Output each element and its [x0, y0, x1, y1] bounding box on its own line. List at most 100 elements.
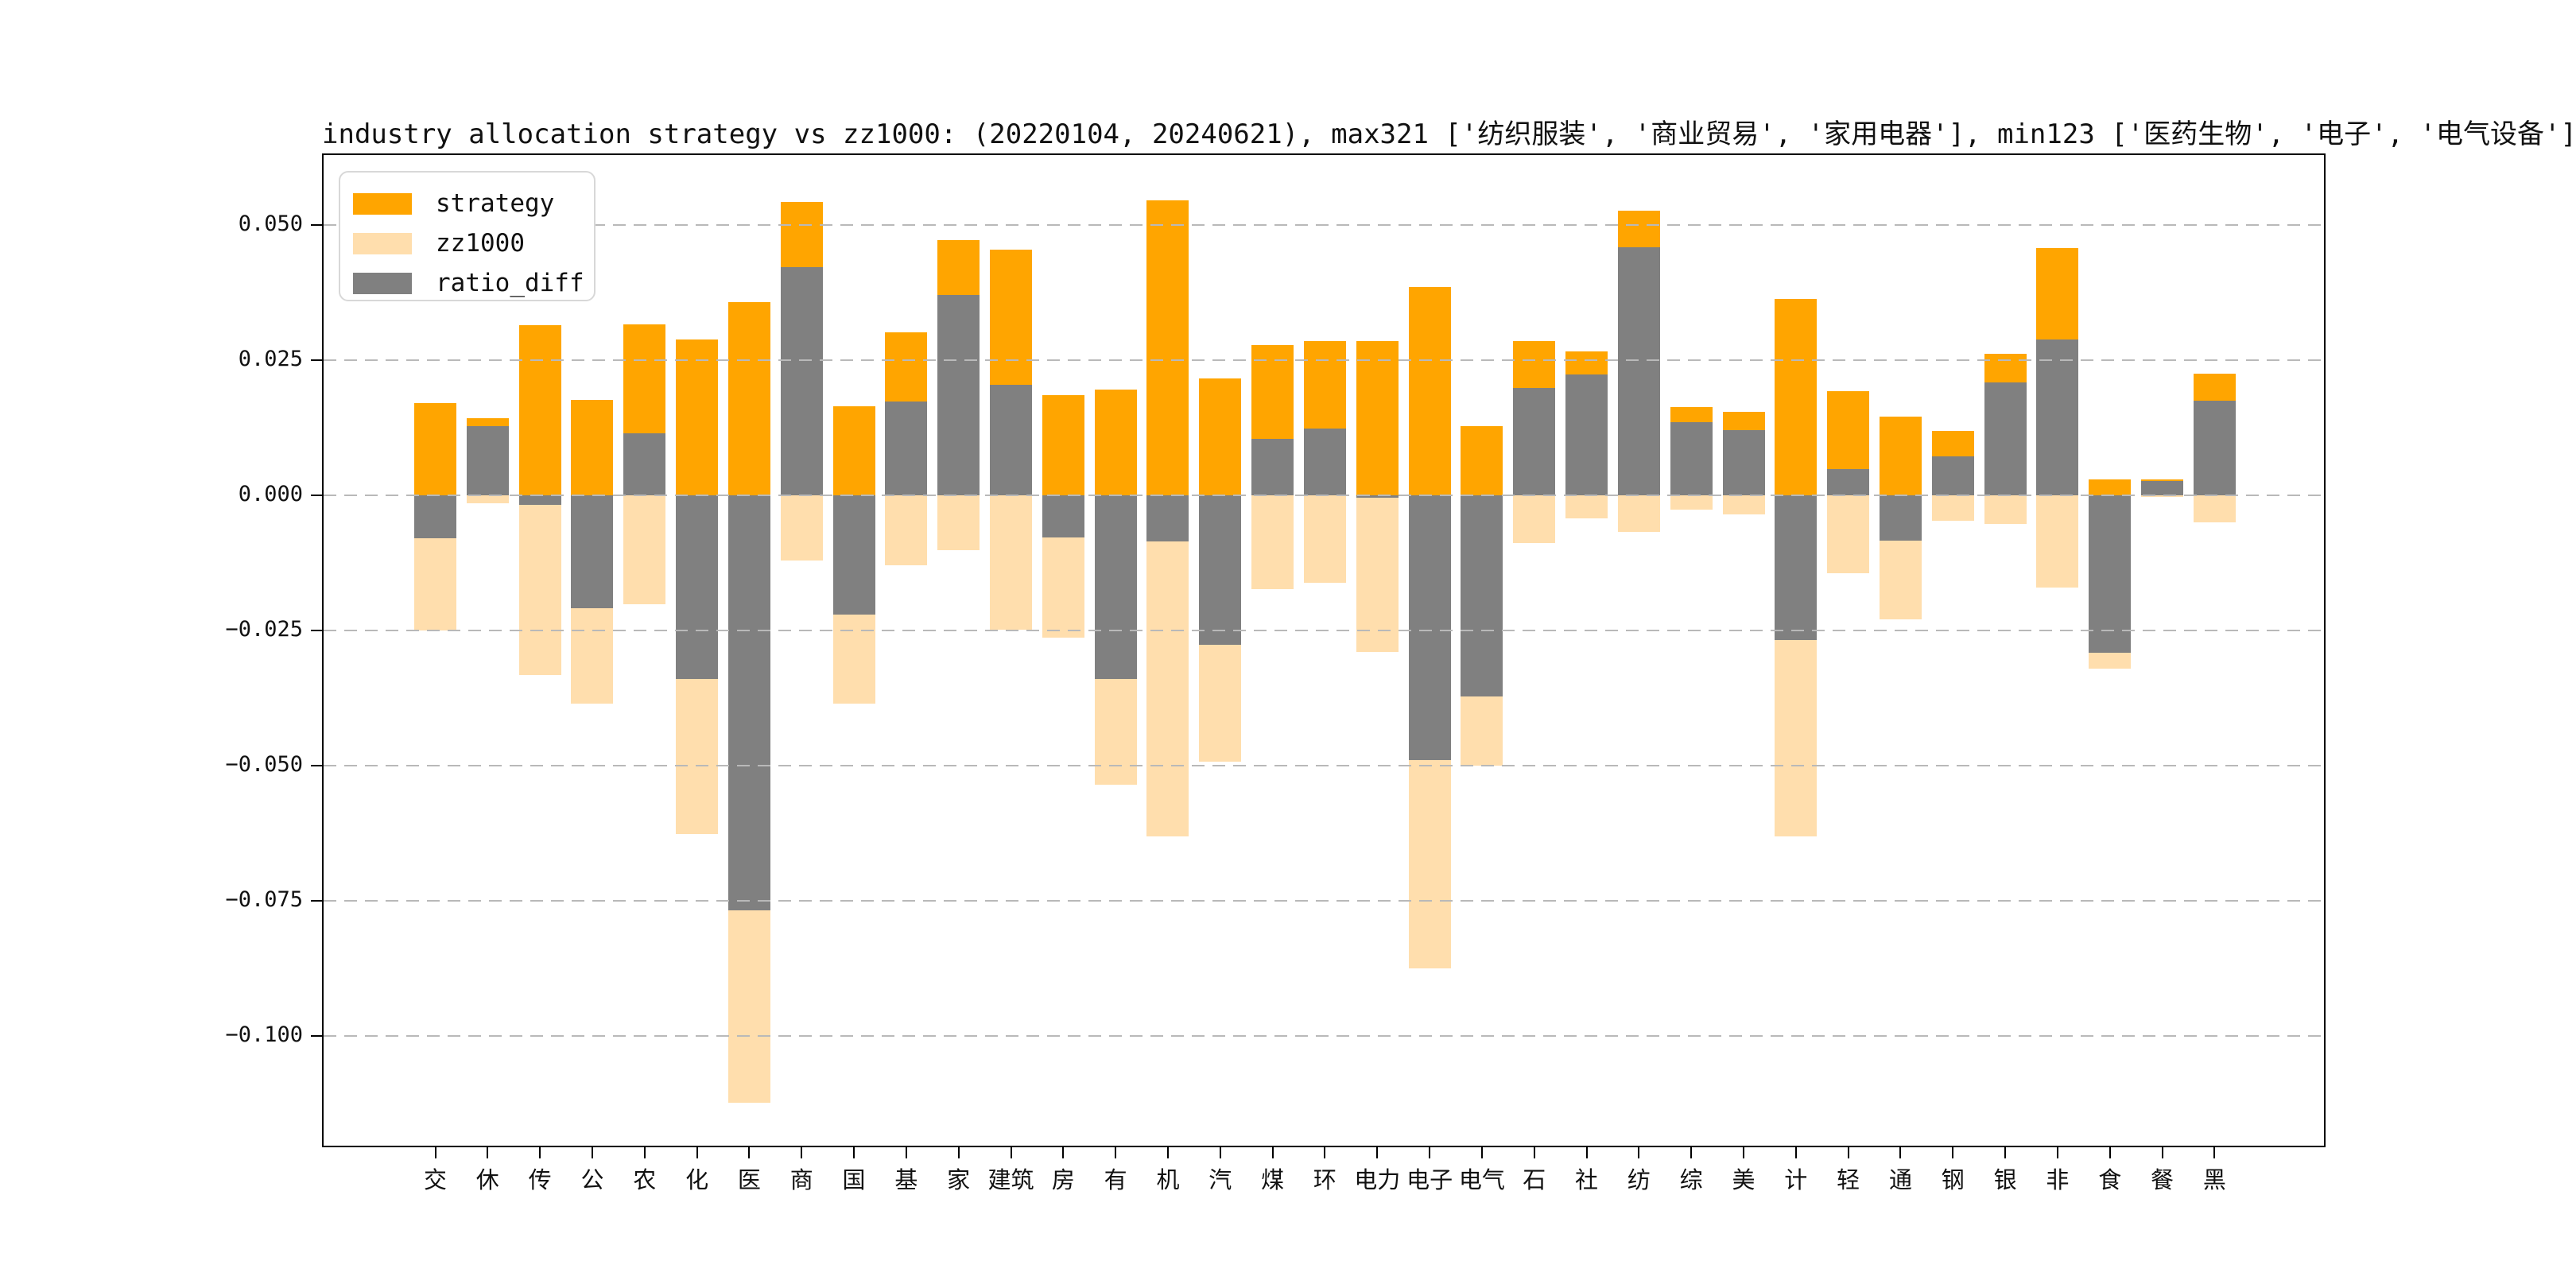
- x-axis-tick: [1219, 1147, 1221, 1158]
- bar-ratio_diff-社: [1565, 374, 1608, 495]
- x-tick-label: 通: [1888, 1166, 1912, 1193]
- bar-zz1000-黑: [2193, 495, 2236, 522]
- bar-ratio_diff-通: [1879, 495, 1922, 541]
- bar-zz1000-餐: [2141, 495, 2184, 498]
- x-tick-label: 农: [633, 1166, 657, 1193]
- x-tick-label: 房: [1051, 1166, 1075, 1193]
- x-tick-label: 基: [894, 1166, 918, 1193]
- bar-ratio_diff-公: [571, 495, 614, 609]
- bar-ratio_diff-计: [1775, 495, 1818, 641]
- x-axis-tick: [2161, 1147, 2163, 1158]
- x-tick-label: 银: [1993, 1166, 2017, 1193]
- y-tick-label: 0.050: [238, 211, 303, 236]
- bar-ratio_diff-银: [1984, 382, 2027, 495]
- y-tick-label: 0.025: [238, 347, 303, 371]
- x-axis-tick: [696, 1147, 698, 1158]
- bar-zz1000-石: [1513, 495, 1556, 543]
- x-axis-tick: [1585, 1147, 1588, 1158]
- x-tick-label: 机: [1156, 1166, 1180, 1193]
- x-axis-tick: [1952, 1147, 1954, 1158]
- x-axis-tick: [1690, 1147, 1693, 1158]
- x-tick-label: 电力: [1354, 1166, 1401, 1193]
- bar-ratio_diff-医: [727, 495, 770, 910]
- bar-zz1000-环: [1303, 495, 1346, 584]
- bar-ratio_diff-纺: [1617, 246, 1660, 495]
- bar-zz1000-社: [1565, 495, 1608, 518]
- bar-strategy-国: [832, 406, 875, 495]
- bar-ratio_diff-汽: [1199, 495, 1242, 646]
- bar-ratio_diff-家: [937, 295, 980, 495]
- x-axis-tick: [2109, 1147, 2111, 1158]
- x-tick-label: 餐: [2151, 1166, 2174, 1193]
- x-tick-label: 电气: [1458, 1166, 1505, 1193]
- x-tick-label: 纺: [1627, 1166, 1651, 1193]
- bar-strategy-计: [1775, 299, 1818, 495]
- bar-ratio_diff-基: [885, 402, 928, 495]
- x-tick-label: 美: [1732, 1166, 1755, 1193]
- y-tick-label: −0.025: [225, 617, 303, 642]
- bar-ratio_diff-食: [2089, 495, 2132, 653]
- bar-ratio_diff-机: [1146, 495, 1189, 542]
- x-tick-label: 休: [475, 1166, 499, 1193]
- x-tick-label: 社: [1575, 1166, 1599, 1193]
- bar-strategy-通: [1879, 417, 1922, 495]
- bar-ratio_diff-房: [1042, 495, 1084, 538]
- bar-ratio_diff-电气: [1461, 495, 1503, 696]
- x-tick-label: 公: [580, 1166, 604, 1193]
- y-axis-tick: [311, 900, 324, 902]
- x-tick-label: 化: [685, 1166, 709, 1193]
- x-axis-tick: [1638, 1147, 1640, 1158]
- x-axis-tick: [434, 1147, 436, 1158]
- x-axis-tick: [487, 1147, 489, 1158]
- x-tick-label: 汽: [1208, 1166, 1232, 1193]
- x-tick-label: 医: [737, 1166, 761, 1193]
- y-tick-label: 0.000: [238, 482, 303, 506]
- legend-label-ratio-diff: ratio_diff: [436, 268, 584, 297]
- bar-ratio_diff-煤: [1251, 439, 1294, 495]
- x-tick-label: 轻: [1837, 1166, 1860, 1193]
- x-tick-label: 家: [947, 1166, 971, 1193]
- gridline: [324, 630, 2324, 631]
- x-axis-tick: [2213, 1147, 2216, 1158]
- x-tick-label: 国: [842, 1166, 866, 1193]
- bar-zz1000-机: [1146, 495, 1189, 837]
- x-axis-tick: [801, 1147, 803, 1158]
- y-axis-tick: [311, 359, 324, 361]
- x-tick-label: 交: [423, 1166, 447, 1193]
- bar-ratio_diff-电力: [1356, 495, 1399, 499]
- legend-item-ratio-diff: ratio_diff: [353, 263, 594, 303]
- bar-zz1000-轻: [1827, 495, 1870, 573]
- bar-strategy-公: [571, 399, 614, 495]
- legend-swatch-zz1000-icon: [353, 232, 412, 254]
- bar-strategy-汽: [1199, 378, 1242, 495]
- x-axis-tick: [2004, 1147, 2007, 1158]
- x-tick-label: 钢: [1941, 1166, 1965, 1193]
- x-tick-label: 传: [528, 1166, 552, 1193]
- x-tick-label: 环: [1313, 1166, 1336, 1193]
- x-tick-label: 商: [789, 1166, 813, 1193]
- bar-strategy-医: [727, 302, 770, 495]
- x-axis-tick: [1376, 1147, 1379, 1158]
- bar-ratio_diff-环: [1303, 428, 1346, 495]
- bar-ratio_diff-轻: [1827, 469, 1870, 495]
- x-axis-tick: [1115, 1147, 1117, 1158]
- x-axis-tick: [539, 1147, 541, 1158]
- chart-title: industry allocation strategy vs zz1000: …: [322, 118, 2576, 150]
- bar-ratio_diff-建筑: [990, 384, 1033, 495]
- x-axis-tick: [1794, 1147, 1797, 1158]
- x-axis-tick: [1533, 1147, 1535, 1158]
- x-axis-tick: [957, 1147, 960, 1158]
- y-tick-label: −0.100: [225, 1022, 303, 1047]
- y-tick-label: −0.050: [225, 752, 303, 777]
- x-tick-label: 建筑: [987, 1166, 1034, 1193]
- bar-strategy-机: [1146, 200, 1189, 495]
- bar-ratio_diff-美: [1722, 430, 1765, 495]
- x-axis-tick: [1271, 1147, 1274, 1158]
- gridline: [324, 1035, 2324, 1037]
- bar-zz1000-综: [1670, 495, 1713, 510]
- bar-zz1000-建筑: [990, 495, 1033, 630]
- legend-swatch-ratio-diff-icon: [353, 272, 412, 294]
- bar-strategy-电子: [1408, 286, 1451, 495]
- legend-label-strategy: strategy: [436, 188, 555, 218]
